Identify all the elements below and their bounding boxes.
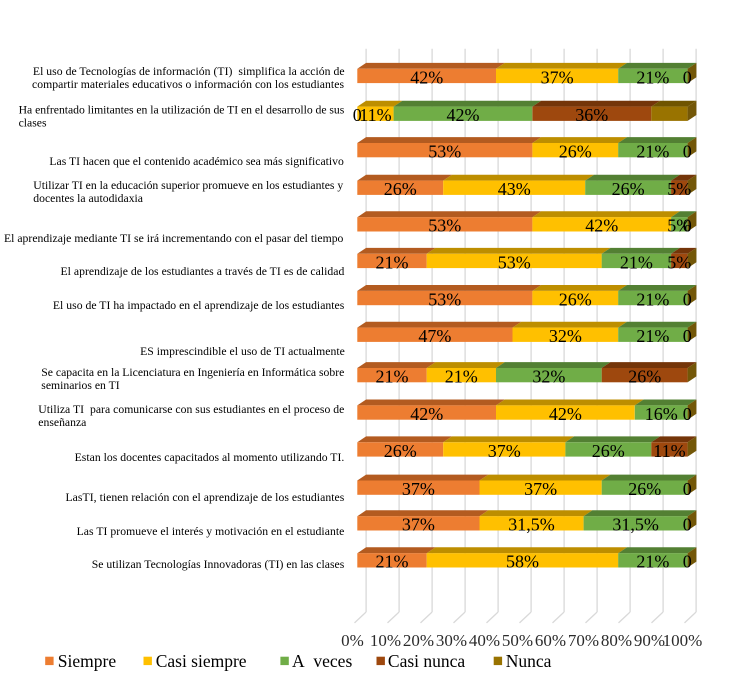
svg-text:70%: 70% — [568, 631, 599, 650]
svg-text:58%: 58% — [506, 552, 539, 572]
svg-text:21%: 21% — [636, 289, 669, 309]
svg-text:Utilizar TI en la educación su: Utilizar TI en la educación superior pro… — [33, 179, 343, 192]
svg-text:0: 0 — [683, 216, 692, 236]
svg-text:0: 0 — [683, 289, 692, 309]
svg-text:0: 0 — [683, 479, 692, 499]
svg-text:37%: 37% — [541, 67, 574, 87]
svg-text:42%: 42% — [549, 404, 582, 424]
svg-text:37%: 37% — [402, 479, 435, 499]
svg-text:5%: 5% — [667, 216, 691, 236]
svg-text:31,5%: 31,5% — [508, 515, 555, 535]
svg-text:37%: 37% — [488, 441, 521, 461]
svg-text:docentes la autodidaxia: docentes la autodidaxia — [33, 192, 144, 205]
svg-text:40%: 40% — [469, 631, 500, 650]
svg-text:0: 0 — [683, 515, 692, 535]
svg-text:26%: 26% — [612, 179, 645, 199]
svg-text:26%: 26% — [384, 179, 417, 199]
svg-text:21%: 21% — [636, 142, 669, 162]
svg-text:42%: 42% — [410, 404, 443, 424]
svg-text:47%: 47% — [418, 326, 451, 346]
svg-text:Se utilizan Tecnologías Innova: Se utilizan Tecnologías Innovadoras (TI)… — [92, 558, 345, 571]
svg-text:90%: 90% — [634, 631, 665, 650]
svg-text:53%: 53% — [428, 216, 461, 236]
svg-text:26%: 26% — [592, 441, 625, 461]
svg-text:enseñanza: enseñanza — [38, 416, 87, 429]
svg-text:21%: 21% — [636, 326, 669, 346]
svg-text:Estan los docentes capacitados: Estan los docentes capacitados al moment… — [75, 451, 345, 464]
svg-text:clases: clases — [19, 117, 47, 130]
svg-text:53%: 53% — [498, 252, 531, 272]
svg-text:Las TI hacen que el contenido: Las TI hacen que el contenido académico … — [49, 155, 344, 168]
svg-text:Utiliza TI para comunicarse c: Utiliza TI para comunicarse con sus estu… — [38, 403, 344, 416]
svg-text:0: 0 — [683, 142, 692, 162]
svg-text:42%: 42% — [585, 216, 618, 236]
svg-text:Ha enfrentado limitantes en la: Ha enfrentado limitantes en la utilizaci… — [19, 104, 345, 117]
svg-text:16%: 16% — [645, 404, 678, 424]
svg-text:26%: 26% — [628, 367, 661, 387]
svg-text:El aprendizaje mediante TI se: El aprendizaje mediante TI se irá increm… — [4, 232, 344, 245]
svg-text:seminarios en TI: seminarios en TI — [41, 379, 119, 392]
svg-text:26%: 26% — [559, 289, 592, 309]
svg-text:Nunca: Nunca — [506, 651, 552, 671]
svg-text:53%: 53% — [428, 289, 461, 309]
svg-text:11%: 11% — [359, 105, 391, 125]
svg-text:Las TI promueve el interés y m: Las TI promueve el interés y motivación … — [77, 525, 345, 538]
svg-text:Casi siempre: Casi siempre — [156, 651, 247, 671]
svg-text:0: 0 — [683, 552, 692, 572]
svg-text:26%: 26% — [384, 441, 417, 461]
svg-text:32%: 32% — [532, 367, 565, 387]
svg-text:compartir materiales educativo: compartir materiales educativos o inform… — [32, 78, 344, 91]
svg-text:37%: 37% — [524, 479, 557, 499]
svg-text:32%: 32% — [549, 326, 582, 346]
svg-text:37%: 37% — [402, 515, 435, 535]
svg-text:26%: 26% — [559, 142, 592, 162]
svg-text:21%: 21% — [636, 552, 669, 572]
svg-text:30%: 30% — [436, 631, 467, 650]
svg-text:0: 0 — [683, 326, 692, 346]
svg-text:26%: 26% — [628, 479, 661, 499]
svg-text:80%: 80% — [601, 631, 632, 650]
svg-text:100%: 100% — [663, 631, 703, 650]
svg-text:0: 0 — [683, 67, 692, 87]
svg-text:11%: 11% — [653, 441, 685, 461]
svg-text:El uso de TI ha impactado en e: El uso de TI ha impactado en el aprendiz… — [53, 299, 345, 312]
svg-text:Casi nunca: Casi nunca — [388, 651, 466, 671]
svg-text:5%: 5% — [667, 252, 691, 272]
svg-text:21%: 21% — [376, 252, 409, 272]
svg-text:El aprendizaje de los estudian: El aprendizaje de los estudiantes a trav… — [61, 265, 345, 278]
svg-text:10%: 10% — [370, 631, 401, 650]
svg-text:31,5%: 31,5% — [612, 515, 659, 535]
svg-text:21%: 21% — [376, 552, 409, 572]
svg-text:0%: 0% — [341, 631, 364, 650]
svg-text:21%: 21% — [620, 252, 653, 272]
svg-text:LasTI, tienen relación con el: LasTI, tienen relación con el aprendizaj… — [66, 491, 345, 504]
svg-text:43%: 43% — [498, 179, 531, 199]
svg-text:21%: 21% — [376, 367, 409, 387]
svg-text:21%: 21% — [636, 67, 669, 87]
svg-text:0: 0 — [353, 105, 362, 125]
svg-text:42%: 42% — [447, 105, 480, 125]
svg-text:El uso de Tecnologías de infor: El uso de Tecnologías de información (TI… — [33, 65, 345, 78]
svg-text:36%: 36% — [575, 105, 608, 125]
svg-text:60%: 60% — [535, 631, 566, 650]
svg-text:0: 0 — [683, 404, 692, 424]
svg-text:20%: 20% — [403, 631, 434, 650]
svg-text:ES imprescindible el uso de TI: ES imprescindible el uso de TI actualmen… — [140, 345, 345, 358]
svg-text:50%: 50% — [502, 631, 533, 650]
svg-text:A veces: A veces — [292, 651, 352, 671]
svg-text:42%: 42% — [410, 67, 443, 87]
svg-text:Se capacita en la Licenciatura: Se capacita en la Licenciatura en Ingeni… — [41, 366, 344, 379]
svg-text:5%: 5% — [667, 179, 691, 199]
svg-text:53%: 53% — [428, 142, 461, 162]
svg-text:21%: 21% — [445, 367, 478, 387]
svg-text:Siempre: Siempre — [58, 651, 117, 671]
